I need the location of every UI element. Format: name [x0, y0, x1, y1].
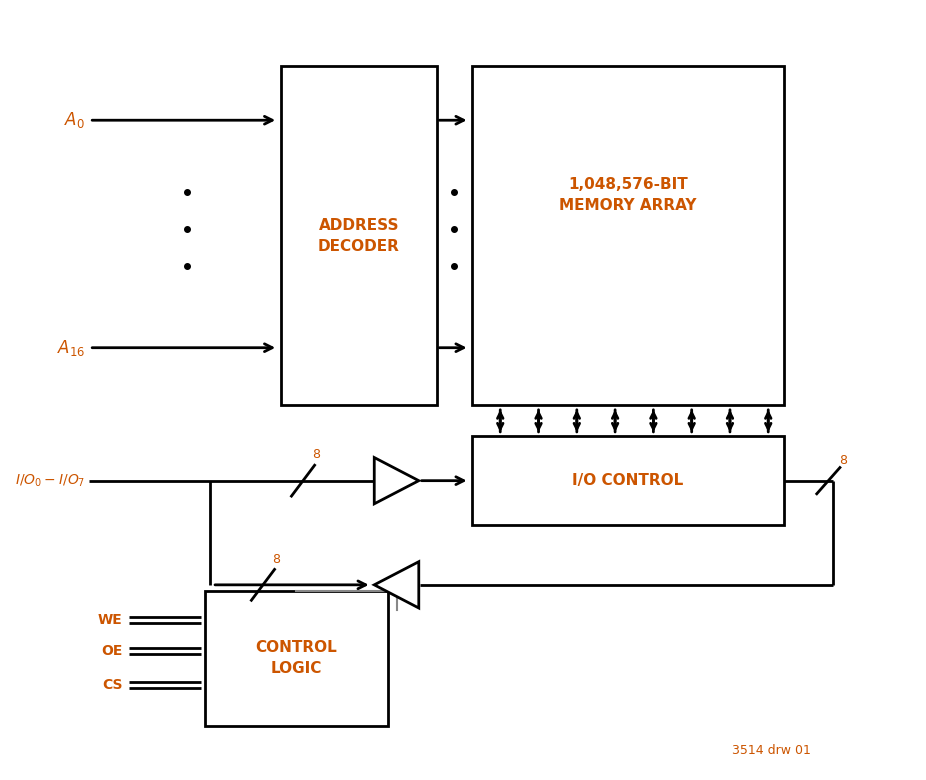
Text: $A_{16}$: $A_{16}$: [56, 338, 85, 358]
Text: ADDRESS
DECODER: ADDRESS DECODER: [318, 218, 400, 254]
Text: 8: 8: [312, 448, 320, 462]
Text: OE: OE: [101, 644, 122, 658]
Text: 8: 8: [272, 552, 280, 566]
Bar: [472, 436, 783, 525]
Text: $A_0$: $A_0$: [64, 110, 85, 130]
Text: 3514 drw 01: 3514 drw 01: [732, 743, 810, 757]
Polygon shape: [374, 562, 419, 608]
Text: I/O CONTROL: I/O CONTROL: [572, 473, 683, 488]
Text: 8: 8: [839, 454, 847, 466]
Text: CS: CS: [102, 678, 122, 692]
Bar: [472, 66, 783, 406]
Bar: [205, 590, 388, 725]
Text: CONTROL
LOGIC: CONTROL LOGIC: [256, 640, 337, 676]
Text: $I/O_0 - I/O_7$: $I/O_0 - I/O_7$: [15, 473, 85, 489]
Bar: [281, 66, 436, 406]
Polygon shape: [374, 458, 419, 504]
Text: WE: WE: [97, 613, 122, 627]
Text: 1,048,576-BIT
MEMORY ARRAY: 1,048,576-BIT MEMORY ARRAY: [559, 177, 696, 213]
